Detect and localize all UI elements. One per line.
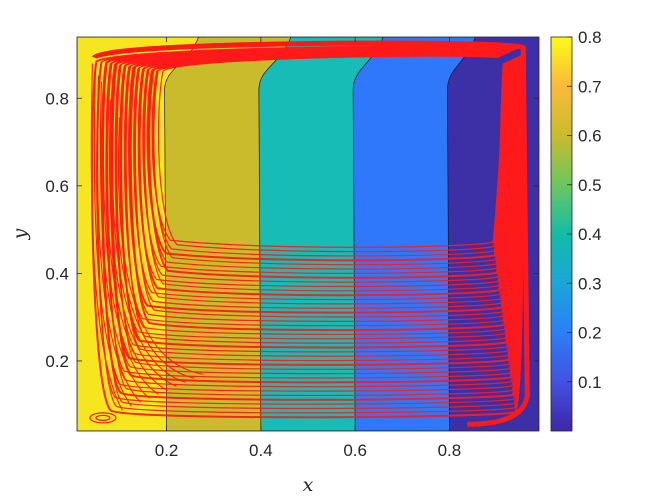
streamline-left — [105, 93, 168, 391]
colorbar-gradient — [551, 37, 572, 431]
streamline-left — [93, 69, 132, 407]
x-tick-label: 0.6 — [343, 441, 367, 460]
colorbar: 0.1 0.2 0.3 0.4 0.5 0.6 0.7 0.8 — [550, 28, 602, 432]
plot-frame — [76, 36, 540, 432]
y-tick-label: 0.8 — [45, 89, 69, 108]
x-tick-label: 0.8 — [438, 441, 462, 460]
colorbar-tick-label: 0.8 — [578, 28, 602, 47]
streamline-left — [102, 87, 159, 395]
colorbar-tick-label: 0.5 — [578, 176, 602, 195]
streamline-left — [99, 81, 150, 399]
colorbar-tick-label: 0.4 — [578, 225, 602, 244]
streamline-left — [90, 63, 123, 411]
y-tick-label: 0.4 — [45, 264, 69, 283]
x-tick-label: 0.2 — [155, 441, 179, 460]
streamline-left — [117, 117, 204, 375]
eddy-lower-left-inner — [95, 414, 111, 421]
streamline-left — [96, 75, 141, 403]
colorbar-tick-label: 0.2 — [578, 324, 602, 343]
x-axis-label: x — [303, 474, 314, 496]
colorbar-tick-label: 0.3 — [578, 274, 602, 293]
streamline-boundary — [92, 40, 530, 427]
y-axis: 0.2 0.4 0.6 0.8 — [45, 89, 539, 371]
x-tick-label: 0.4 — [249, 441, 273, 460]
colorbar-tick-label: 0.7 — [578, 77, 602, 96]
streamline-left — [111, 105, 186, 383]
eddy-lower-left — [89, 412, 117, 424]
y-tick-label: 0.6 — [45, 177, 69, 196]
colorbar-tick-label: 0.1 — [578, 373, 602, 392]
colorbar-tick-label: 0.6 — [578, 127, 602, 146]
x-axis: 0.2 0.4 0.6 0.8 — [155, 37, 461, 460]
plot-area: 0.2 0.4 0.6 0.8 0.2 0.4 0.6 0.8 — [45, 36, 540, 460]
colorbar-ticks: 0.1 0.2 0.3 0.4 0.5 0.6 0.7 0.8 — [567, 28, 602, 392]
streamlines — [89, 40, 530, 427]
y-tick-label: 0.2 — [45, 352, 69, 371]
y-axis-label: y — [9, 228, 31, 240]
streamline-left — [114, 111, 195, 379]
streamline — [151, 55, 504, 248]
streamline-left — [108, 99, 177, 387]
